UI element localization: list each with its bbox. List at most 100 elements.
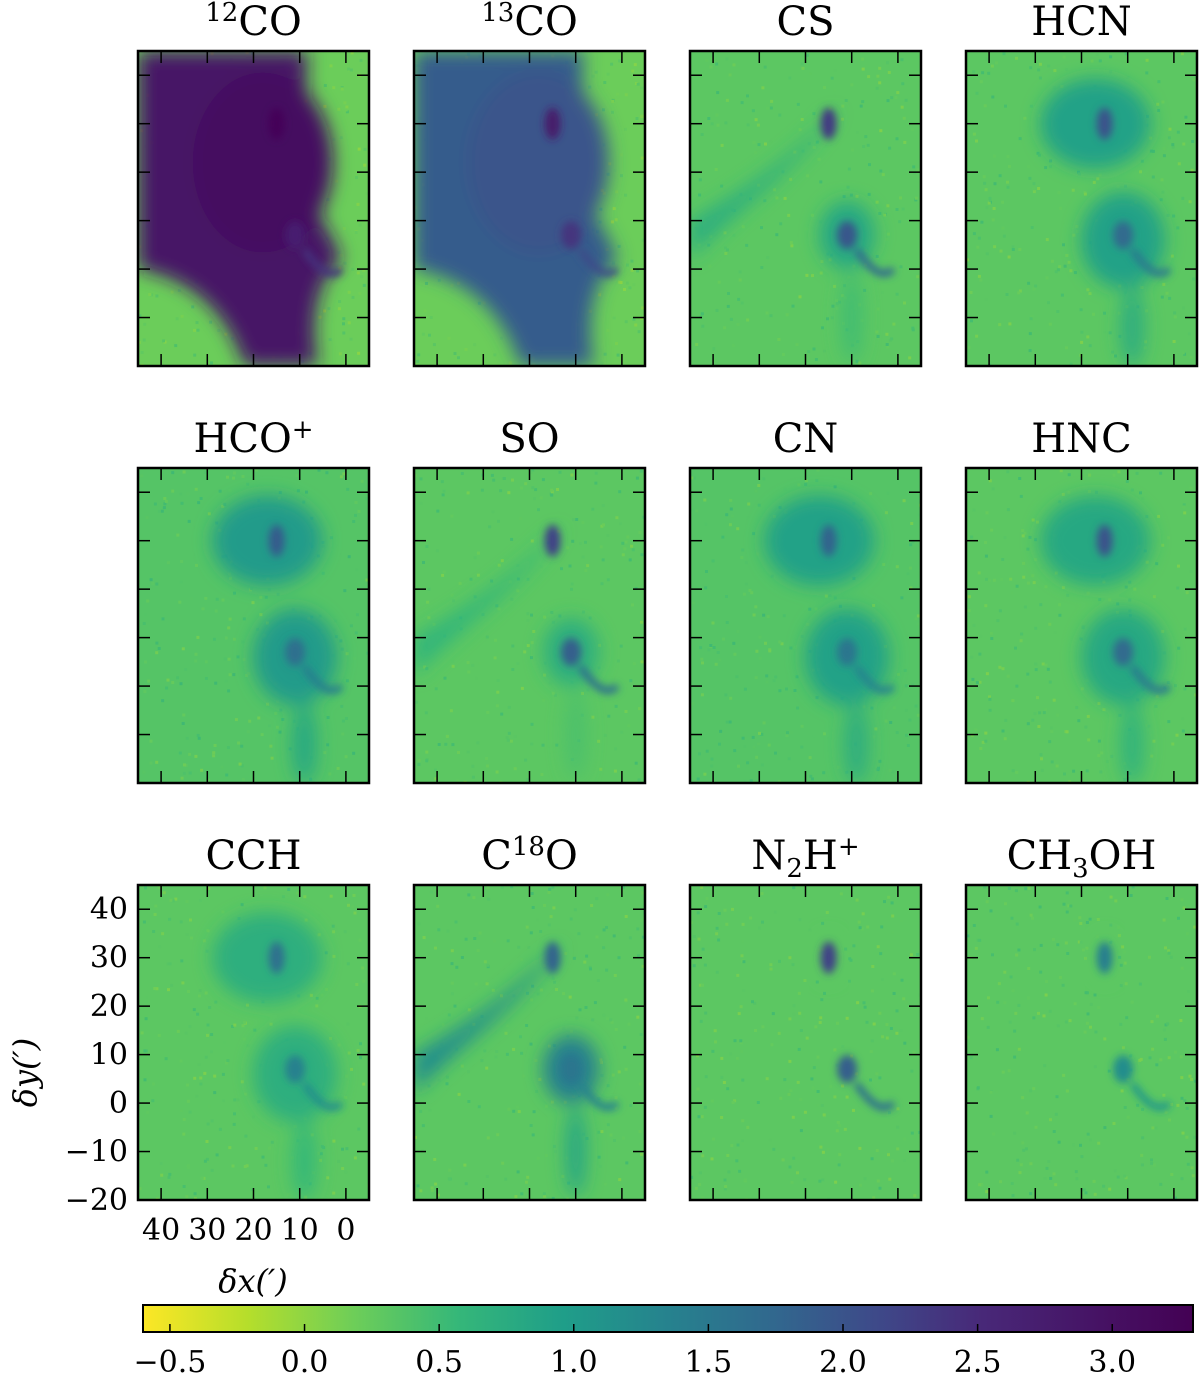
- core-north-5: [544, 524, 561, 557]
- panel-title-5: SO: [499, 416, 559, 462]
- core-south-3: [1113, 221, 1134, 250]
- ticks-4: [138, 468, 369, 784]
- panel-image-4: [138, 468, 369, 783]
- extended-emission-0: [138, 51, 342, 366]
- ticks-10: [690, 885, 921, 1201]
- core-south-2: [837, 221, 858, 250]
- y-tick-label: 0: [109, 1086, 128, 1121]
- panel-background-10: [690, 885, 921, 1200]
- panel-title-10: N2H+: [751, 832, 859, 884]
- core-north-0: [268, 107, 285, 140]
- core-south-5: [561, 638, 582, 667]
- panel-background-11: [966, 885, 1197, 1200]
- panel-4: HCO+: [136, 415, 371, 785]
- ticks-11: [966, 885, 1197, 1201]
- colorbar-tick-label: 0.0: [281, 1345, 329, 1373]
- panel-image-0: [138, 51, 369, 366]
- cores-8: [268, 941, 344, 1111]
- hook-8: [301, 1081, 344, 1111]
- panel-10: N2H+: [688, 832, 923, 1202]
- hook-5: [577, 664, 620, 694]
- x-tick-label: 0: [336, 1213, 355, 1248]
- hook-10: [853, 1081, 896, 1111]
- panel-title-0: 12CO: [205, 0, 302, 45]
- cores-7: [1096, 524, 1172, 694]
- hook-6: [853, 664, 896, 694]
- panel-11: CH3OH: [964, 833, 1199, 1202]
- ticks-8: [138, 885, 369, 1201]
- cores-6: [820, 524, 896, 694]
- cores-3: [1096, 107, 1172, 277]
- colorbar-tick-label: 2.0: [819, 1345, 867, 1373]
- colorbar-tick-label: 1.5: [685, 1345, 733, 1373]
- panel-title-8: CCH: [205, 833, 301, 879]
- colorbar-tick-label: 1.0: [550, 1345, 598, 1373]
- y-tick-label: −20: [65, 1183, 128, 1218]
- y-tick-label: 40: [90, 892, 128, 927]
- panel-title-1: 13CO: [481, 0, 578, 45]
- panel-title-2: CS: [776, 0, 834, 45]
- core-north-1: [544, 107, 561, 140]
- panel-image-5: [414, 468, 645, 783]
- ticks-2: [690, 51, 921, 367]
- core-north-4: [268, 524, 285, 557]
- panel-0: 12CO: [136, 0, 371, 368]
- core-south-0: [285, 221, 306, 250]
- panel-title-3: HCN: [1031, 0, 1132, 45]
- ticks-7: [966, 468, 1197, 784]
- noise-8: [138, 885, 369, 1200]
- x-tick-label: 10: [281, 1213, 319, 1248]
- core-south-11: [1113, 1055, 1134, 1084]
- core-north-6: [820, 524, 837, 557]
- ticks-5: [414, 468, 645, 784]
- x-tick-label: 40: [142, 1213, 180, 1248]
- core-south-7: [1113, 638, 1134, 667]
- ticks-0: [138, 51, 369, 367]
- core-south-10: [837, 1055, 858, 1084]
- hook-11: [1129, 1081, 1172, 1111]
- cores-9: [544, 941, 620, 1111]
- x-axis-label: δx(′): [218, 1262, 288, 1300]
- x-tick-label: 20: [234, 1213, 272, 1248]
- ticks-1: [414, 51, 645, 367]
- panel-7: HNC: [964, 416, 1199, 785]
- y-tick-label: −10: [65, 1135, 128, 1170]
- cores-4: [268, 524, 344, 694]
- colorbar-tick-label: 3.0: [1088, 1345, 1136, 1373]
- y-tick-label: 30: [90, 941, 128, 976]
- hook-7: [1129, 664, 1172, 694]
- hook-1: [577, 247, 620, 277]
- panel-title-7: HNC: [1031, 416, 1132, 462]
- hook-2: [853, 247, 896, 277]
- core-north-11: [1096, 941, 1113, 974]
- hook-0: [301, 247, 344, 277]
- ticks-6: [690, 468, 921, 784]
- cores-5: [544, 524, 620, 694]
- core-south-4: [285, 638, 306, 667]
- core-north-3: [1096, 107, 1113, 140]
- hook-9: [577, 1081, 620, 1111]
- panel-image-10: [690, 885, 921, 1200]
- panel-title-11: CH3OH: [1007, 833, 1157, 884]
- colorbar: −0.5 0.0 0.5 1.0 1.5 2.0 2.5 3.0: [133, 1304, 1194, 1373]
- cores-11: [1096, 941, 1172, 1111]
- ticks-3: [966, 51, 1197, 367]
- panel-5: SO: [412, 416, 647, 785]
- core-south-9: [561, 1055, 582, 1084]
- y-axis-label: δy(′): [6, 1038, 44, 1108]
- core-south-1: [561, 221, 582, 250]
- panel-3: HCN: [964, 0, 1199, 368]
- core-north-2: [820, 107, 837, 140]
- hook-3: [1129, 247, 1172, 277]
- panel-title-9: C18O: [481, 832, 578, 879]
- colorbar-tick-label: −0.5: [133, 1345, 206, 1373]
- x-tick-label: 30: [188, 1213, 226, 1248]
- cores-1: [544, 107, 620, 277]
- colorbar-bar: [142, 1304, 1194, 1333]
- noise-10: [690, 886, 921, 1200]
- panel-9: C18O: [412, 832, 647, 1202]
